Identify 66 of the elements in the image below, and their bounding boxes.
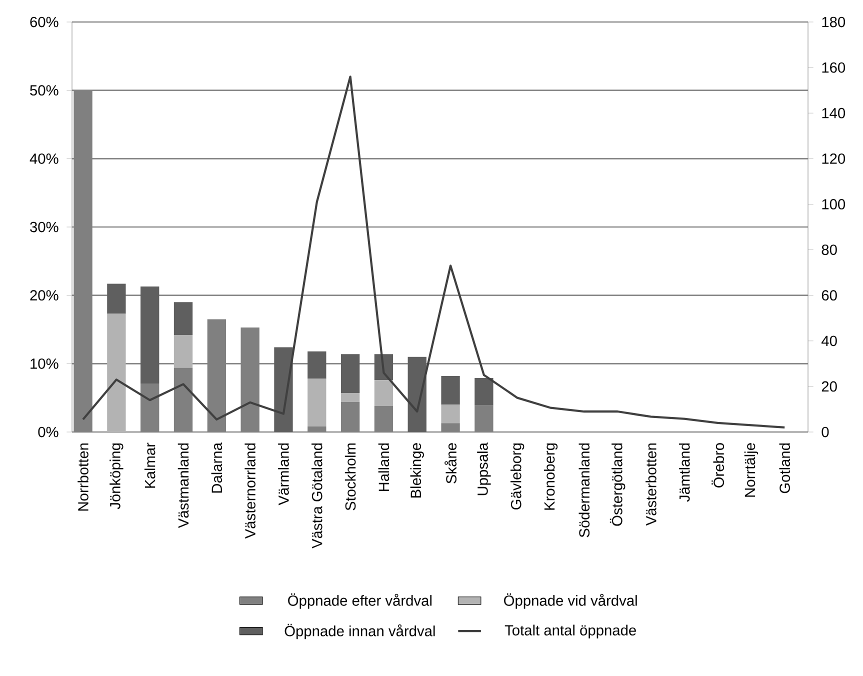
x-tick-label: Blekinge [410,443,424,498]
x-tick-label: Jämtland [679,443,690,502]
bar [340,354,360,394]
y-tick-label: 50% [30,85,58,96]
x-tick-label: Norrtälje [744,443,758,497]
y2-tick-label: 180 [822,16,846,28]
y2-tick-label: 20 [822,381,837,392]
x-tick-label: Dalarna [211,442,222,493]
y-tick-label: 60% [30,16,58,28]
y2-tick-label: 40 [822,336,837,346]
bar [441,423,460,432]
x-tick-label: Skåne [444,443,457,484]
bar [474,405,494,432]
y2-tick-label: 60 [822,290,837,301]
x-tick-label: Gävleborg [510,443,524,510]
x-tick-label: Örebro [712,443,724,488]
y2-tick-label: 100 [822,199,846,210]
x-tick-label: Gotland [779,443,790,494]
x-tick-label: Jönköping [110,443,124,510]
y-tick-label: 10% [30,358,58,369]
bar [374,380,394,406]
y-tick-label: 30% [30,222,58,232]
bar [308,351,326,379]
bar [340,402,360,432]
legend-label: Totalt antal öppnade [504,624,636,638]
x-tick-label: Kalmar [144,442,156,488]
x-tick-label: Norrbotten [78,443,88,511]
bar [474,378,494,406]
x-tick-label: Kronoberg [544,443,558,510]
legend-label: Öppnade vid vårdval [504,593,637,609]
x-tick-label: Södermanland [578,443,590,538]
y-tick-label: 40% [30,153,58,164]
bar [174,334,193,368]
bar [274,347,293,432]
x-tick-label: Halland [378,443,390,492]
bar [374,406,394,432]
x-tick-label: Uppsala [477,442,491,496]
bar [441,376,460,405]
y2-tick-label: 140 [822,108,846,118]
bar [174,302,193,335]
y2-tick-label: 160 [822,62,846,73]
bar [140,383,160,432]
legend-label: Öppnade innan vårdval [284,624,435,640]
x-tick-label: Stockholm [344,443,356,510]
y2-tick-label: 120 [822,153,846,164]
x-tick-label: Västernorrland [244,443,256,539]
y-tick-label: 0% [38,426,58,438]
bar [140,286,160,384]
bar [107,314,126,432]
x-tick-label: Västra Götaland [312,443,322,548]
bar [174,368,193,432]
x-tick-label: Värmland [278,443,289,506]
line-series [82,76,786,429]
bar [441,404,460,424]
bar [107,284,126,314]
bar [308,378,326,427]
x-tick-label: Västerbotten [646,443,656,526]
x-tick-label: Västmanland [178,443,189,528]
bar [340,393,360,402]
y2-tick-label: 80 [822,244,837,255]
bar [308,426,326,432]
y2-tick-label: 0 [822,426,829,438]
bar [408,356,426,432]
legend-label: Öppnade efter vårdval [288,593,432,609]
y-tick-label: 20% [30,290,58,301]
x-tick-label: Östergötland [610,443,626,526]
